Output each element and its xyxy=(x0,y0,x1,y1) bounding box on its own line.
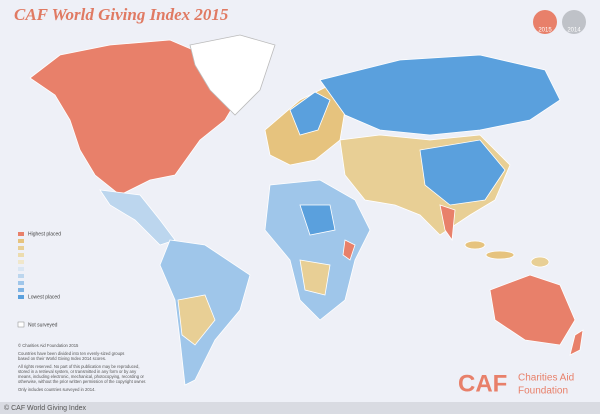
swatch xyxy=(18,260,24,264)
africa-region xyxy=(299,259,331,296)
legend-label: Not surveyed xyxy=(28,322,58,328)
australia xyxy=(489,274,576,346)
logo-name: Foundation xyxy=(518,386,568,397)
africa xyxy=(264,179,371,321)
russia xyxy=(319,54,561,136)
myanmar xyxy=(439,204,456,242)
islands xyxy=(464,240,486,250)
footer-bar xyxy=(0,402,600,414)
year-buttons: 2015 2014 xyxy=(533,10,586,34)
footer-credit: © CAF World Giving Index xyxy=(4,404,87,412)
swatch xyxy=(18,295,24,299)
south-america-region xyxy=(177,294,216,346)
islands xyxy=(530,256,550,268)
swatch xyxy=(18,267,24,271)
swatch xyxy=(18,274,24,278)
swatch xyxy=(17,321,25,328)
new-zealand xyxy=(569,329,584,356)
notes: © Charities Aid Foundation 2015 Countrie… xyxy=(18,343,146,392)
legend: Highest placed Lowest placed Not surveye… xyxy=(17,231,61,328)
swatch xyxy=(18,239,24,243)
islands xyxy=(485,250,515,260)
year-2014-button[interactable] xyxy=(562,10,586,34)
button-label: 2015 xyxy=(538,28,552,34)
legend-label: Lowest placed xyxy=(28,294,60,300)
africa-region xyxy=(299,204,336,236)
swatch xyxy=(18,246,24,250)
note: means, including electronic, mechanical,… xyxy=(18,374,145,379)
note: Only includes countries surveyed in 2014… xyxy=(18,387,96,392)
note: Countries have been divided into ten eve… xyxy=(18,351,124,356)
greenland xyxy=(189,34,276,116)
northern-europe xyxy=(289,91,331,136)
swatch xyxy=(18,232,24,236)
swatch xyxy=(18,288,24,292)
logo-name: Charities Aid xyxy=(518,373,574,384)
year-2015-button[interactable] xyxy=(533,10,557,34)
logo: CAF Charities Aid Foundation xyxy=(458,370,574,397)
world-map xyxy=(29,34,584,386)
kenya xyxy=(342,239,356,261)
note: © Charities Aid Foundation 2015 xyxy=(18,343,79,348)
note: All rights reserved. No part of this pub… xyxy=(18,364,140,369)
note: stored in a retrieval system, or transmi… xyxy=(18,369,137,374)
logo-mark: CAF xyxy=(458,370,507,397)
button-label: 2014 xyxy=(567,28,581,34)
title: CAF World Giving Index 2015 xyxy=(14,5,229,24)
legend-label: Highest placed xyxy=(28,231,61,237)
note: otherwise, without the prior written per… xyxy=(18,379,146,384)
china xyxy=(419,139,506,206)
note: based on their World Giving Index 2014 s… xyxy=(18,356,106,361)
swatch xyxy=(18,253,24,257)
north-america xyxy=(29,39,241,196)
central-america xyxy=(99,189,176,246)
swatch xyxy=(18,281,24,285)
